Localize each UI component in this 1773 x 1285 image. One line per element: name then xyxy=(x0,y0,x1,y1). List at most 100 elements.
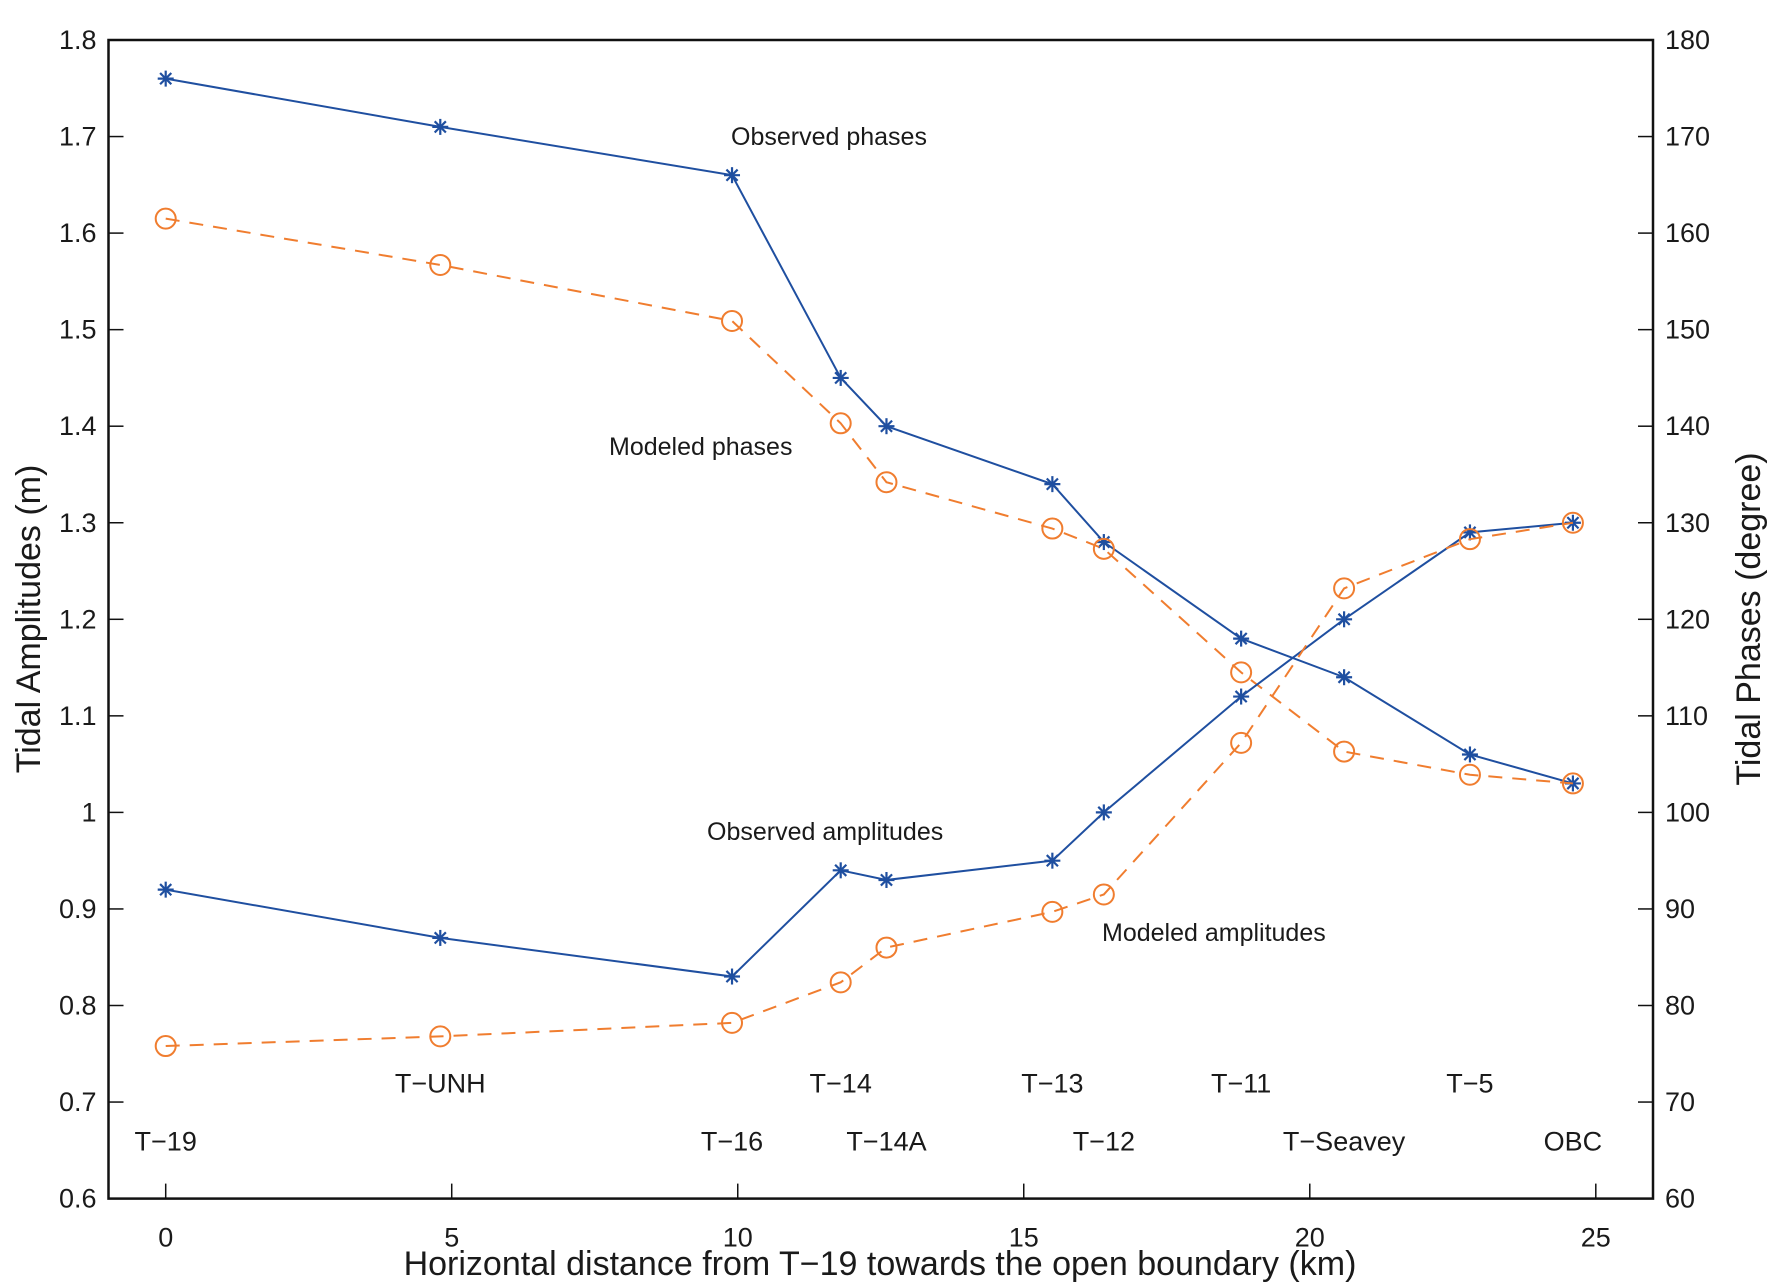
observed-amplitudes-point xyxy=(832,862,849,879)
modeled-phases-point xyxy=(1230,661,1253,684)
modeled-amplitudes-point xyxy=(829,971,852,994)
observed-phases-point xyxy=(157,70,174,87)
observed-phases-point xyxy=(432,118,449,135)
y-left-tick-label: 0.7 xyxy=(59,1087,97,1117)
observed-amplitudes-line xyxy=(165,521,1574,978)
observed-amplitudes-point xyxy=(724,968,741,985)
observed-amplitudes-point xyxy=(878,871,895,888)
station-label: T−19 xyxy=(135,1127,197,1157)
asterisk-stroke xyxy=(725,970,739,983)
modeled-phases-point xyxy=(829,412,852,435)
observed-phases-point xyxy=(832,369,849,386)
modeled-amplitudes-point xyxy=(1041,900,1064,923)
chart-marks: Observed phases Modeled phases Observed am… xyxy=(154,70,1584,1058)
x-tick-label: 0 xyxy=(158,1223,173,1253)
observed-phases-point xyxy=(1044,476,1061,493)
asterisk-stroke xyxy=(1045,854,1059,868)
y-right-tick-label: 60 xyxy=(1665,1184,1695,1214)
asterisk-stroke xyxy=(1234,632,1248,645)
observed-phases-point xyxy=(1233,630,1250,647)
y-right-tick-label: 120 xyxy=(1665,604,1710,634)
asterisk-stroke xyxy=(834,371,848,385)
y-axis-right-label: Tidal Phases (degree) xyxy=(1730,452,1768,785)
station-label: T−Seavey xyxy=(1283,1127,1406,1157)
observed-phases-point xyxy=(878,418,895,435)
y-right-tick-label: 150 xyxy=(1665,315,1710,345)
x-tick-label: 20 xyxy=(1295,1223,1325,1253)
asterisk-stroke xyxy=(880,419,893,433)
y-left-tick-label: 1.5 xyxy=(59,315,97,345)
observed-amplitudes-point xyxy=(1233,688,1250,705)
station-label: OBC xyxy=(1544,1127,1603,1157)
modeled-phases-point xyxy=(1333,740,1356,763)
y-left-tick-label: 1.6 xyxy=(59,218,97,248)
station-label: T−14 xyxy=(810,1069,872,1099)
y-right-tick-label: 180 xyxy=(1665,25,1710,55)
axis-ticks: 0 5 10 15 20 25 0.6 0.7 0.8 0.9 1 1.1 1.2 1.3 1.4 1.5 1.… xyxy=(59,25,1710,1253)
modeled-amplitudes-point xyxy=(1333,577,1356,600)
modeled-phases-point xyxy=(1561,772,1584,795)
observed-amplitudes-annotation: Observed amplitudes xyxy=(707,818,943,846)
modeled-phases-point xyxy=(429,253,452,276)
asterisk-stroke xyxy=(433,120,447,134)
x-axis-label: Horizontal distance from T−19 towards th… xyxy=(404,1245,1357,1283)
y-right-tick-label: 70 xyxy=(1665,1087,1695,1117)
asterisk-stroke xyxy=(1097,535,1111,549)
modeled-amplitudes-point xyxy=(721,1011,744,1034)
asterisk-stroke xyxy=(1463,748,1477,761)
observed-amplitudes-point xyxy=(1461,524,1478,541)
y-left-tick-label: 1.2 xyxy=(59,604,97,634)
x-tick-label: 5 xyxy=(444,1223,459,1253)
observed-phases-annotation: Observed phases xyxy=(731,123,927,151)
observed-phases-line xyxy=(165,77,1574,785)
x-tick-label: 15 xyxy=(1009,1223,1039,1253)
observed-amplitudes-point xyxy=(432,929,449,946)
x-tick-label: 10 xyxy=(723,1223,753,1253)
modeled-phases-point xyxy=(875,471,898,494)
modeled-amplitudes-point xyxy=(875,936,898,959)
observed-phases-point xyxy=(1336,669,1353,686)
modeled-amplitudes-line xyxy=(165,521,1574,1048)
observed-amplitudes-point xyxy=(157,881,174,898)
y-right-tick-label: 160 xyxy=(1665,218,1710,248)
y-right-tick-label: 140 xyxy=(1665,411,1710,441)
y-left-tick-label: 1.8 xyxy=(59,25,97,55)
modeled-amplitudes-point xyxy=(429,1025,452,1048)
y-left-tick-label: 1.4 xyxy=(59,411,97,441)
y-left-tick-label: 1.7 xyxy=(59,122,97,152)
modeled-phases-point xyxy=(721,309,744,332)
asterisk-stroke xyxy=(1045,477,1059,491)
plot-frame xyxy=(107,38,1655,1200)
y-left-tick-label: 0.6 xyxy=(59,1184,97,1214)
y-right-tick-label: 110 xyxy=(1665,701,1708,731)
modeled-amplitudes-point xyxy=(1458,528,1481,551)
y-right-tick-label: 170 xyxy=(1665,122,1710,152)
y-axis-left-label: Tidal Amplitudes (m) xyxy=(10,465,48,774)
modeled-phases-point xyxy=(1041,517,1064,540)
x-tick-label: 25 xyxy=(1581,1223,1611,1253)
asterisk-stroke xyxy=(159,72,173,85)
asterisk-stroke xyxy=(433,931,447,945)
observed-phases-point xyxy=(1095,534,1112,551)
asterisk-stroke xyxy=(1463,526,1477,539)
modeled-amplitudes-point xyxy=(1561,511,1584,534)
station-label: T−5 xyxy=(1446,1069,1493,1099)
asterisk-stroke xyxy=(880,873,893,887)
modeled-phases-annotation: Modeled phases xyxy=(609,433,792,461)
station-label: T−12 xyxy=(1073,1127,1135,1157)
y-left-tick-label: 0.9 xyxy=(59,894,97,924)
modeled-phases-point xyxy=(154,207,177,230)
station-label: T−13 xyxy=(1021,1069,1083,1099)
y-right-tick-label: 100 xyxy=(1665,797,1710,827)
asterisk-stroke xyxy=(1337,670,1351,684)
modeled-amplitudes-point xyxy=(154,1035,177,1058)
y-right-tick-label: 130 xyxy=(1665,508,1710,538)
modeled-phases-point xyxy=(1092,537,1115,560)
y-left-tick-label: 1.1 xyxy=(59,701,97,731)
asterisk-stroke xyxy=(1337,612,1351,626)
station-label: T−16 xyxy=(701,1127,763,1157)
observed-phases-point xyxy=(1461,746,1478,763)
y-right-tick-label: 80 xyxy=(1665,991,1695,1021)
modeled-amplitudes-annotation: Modeled amplitudes xyxy=(1102,919,1326,947)
